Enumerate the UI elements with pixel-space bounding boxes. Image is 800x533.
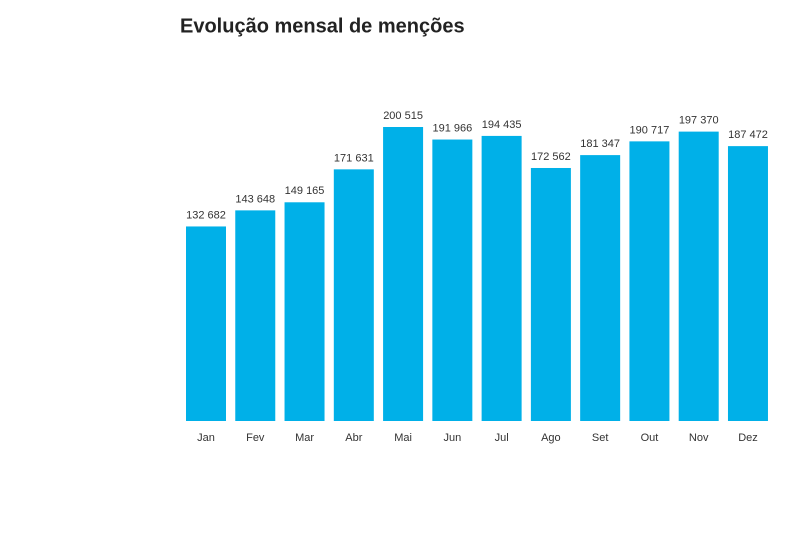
value-label: 191 966 [432, 122, 472, 134]
value-label: 200 515 [383, 110, 423, 122]
x-tick-label: Set [592, 432, 609, 444]
bar [580, 155, 621, 421]
bar [629, 141, 670, 421]
value-label: 190 717 [630, 124, 670, 136]
x-tick-label: Abr [345, 432, 362, 444]
bar [284, 202, 325, 421]
value-label: 149 165 [285, 185, 325, 197]
bar [678, 131, 719, 422]
x-tick-label: Nov [689, 432, 709, 444]
x-tick-label: Out [641, 432, 659, 444]
bar [383, 127, 424, 421]
x-tick-label: Ago [541, 432, 561, 444]
chart-title: Evolução mensal de menções [180, 15, 465, 37]
value-label: 143 648 [235, 193, 275, 205]
x-tick-label: Dez [738, 432, 758, 444]
bar [235, 210, 276, 421]
value-label: 132 682 [186, 209, 226, 221]
value-label: 181 347 [580, 138, 620, 150]
value-label: 197 370 [679, 115, 719, 127]
bar [727, 146, 768, 421]
x-tick-label: Mai [394, 432, 412, 444]
value-label: 187 472 [728, 129, 768, 141]
value-label: 194 435 [482, 119, 522, 131]
x-tick-label: Fev [246, 432, 265, 444]
bar [333, 169, 374, 421]
value-label: 172 562 [531, 151, 571, 163]
x-tick-label: Jul [495, 432, 509, 444]
value-label: 171 631 [334, 152, 374, 164]
bar [530, 167, 571, 421]
x-tick-label: Jan [197, 432, 215, 444]
x-tick-label: Jun [443, 432, 461, 444]
x-tick-label: Mar [295, 432, 314, 444]
bar [481, 135, 522, 421]
bar [432, 139, 473, 421]
bar [186, 226, 226, 421]
